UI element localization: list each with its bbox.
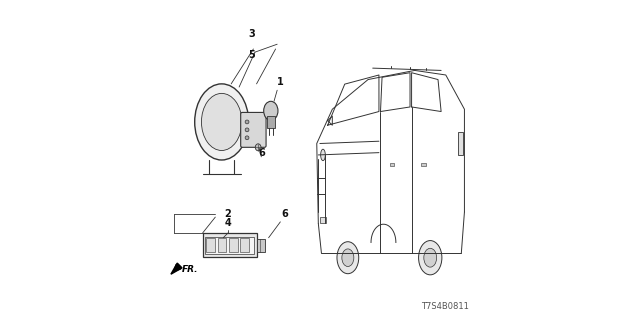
Ellipse shape: [264, 101, 278, 120]
Ellipse shape: [419, 241, 442, 275]
Ellipse shape: [255, 144, 261, 151]
Text: 2: 2: [225, 209, 232, 219]
Text: 5: 5: [248, 50, 255, 60]
Bar: [228, 238, 237, 252]
Ellipse shape: [321, 149, 325, 161]
Text: FR.: FR.: [182, 265, 198, 274]
Ellipse shape: [202, 93, 242, 150]
Bar: [207, 238, 215, 252]
Ellipse shape: [424, 248, 436, 267]
Bar: [257, 239, 265, 252]
Text: T7S4B0811: T7S4B0811: [421, 302, 469, 311]
Ellipse shape: [342, 249, 354, 267]
Bar: [421, 163, 426, 166]
Text: 6: 6: [258, 148, 265, 158]
Polygon shape: [171, 263, 182, 274]
Bar: [205, 237, 254, 253]
Ellipse shape: [245, 128, 249, 132]
Bar: [218, 238, 227, 252]
Bar: [203, 233, 257, 257]
Text: 1: 1: [277, 77, 284, 87]
Bar: [320, 217, 326, 223]
Ellipse shape: [245, 120, 249, 124]
Text: 6: 6: [282, 209, 289, 219]
Bar: [267, 116, 275, 128]
Ellipse shape: [245, 136, 249, 140]
Ellipse shape: [337, 242, 359, 274]
Ellipse shape: [195, 84, 248, 160]
Bar: [240, 238, 248, 252]
Bar: [458, 132, 463, 155]
Text: 4: 4: [225, 218, 232, 228]
Bar: [390, 163, 394, 166]
Text: 3: 3: [248, 29, 255, 39]
FancyBboxPatch shape: [241, 112, 266, 147]
